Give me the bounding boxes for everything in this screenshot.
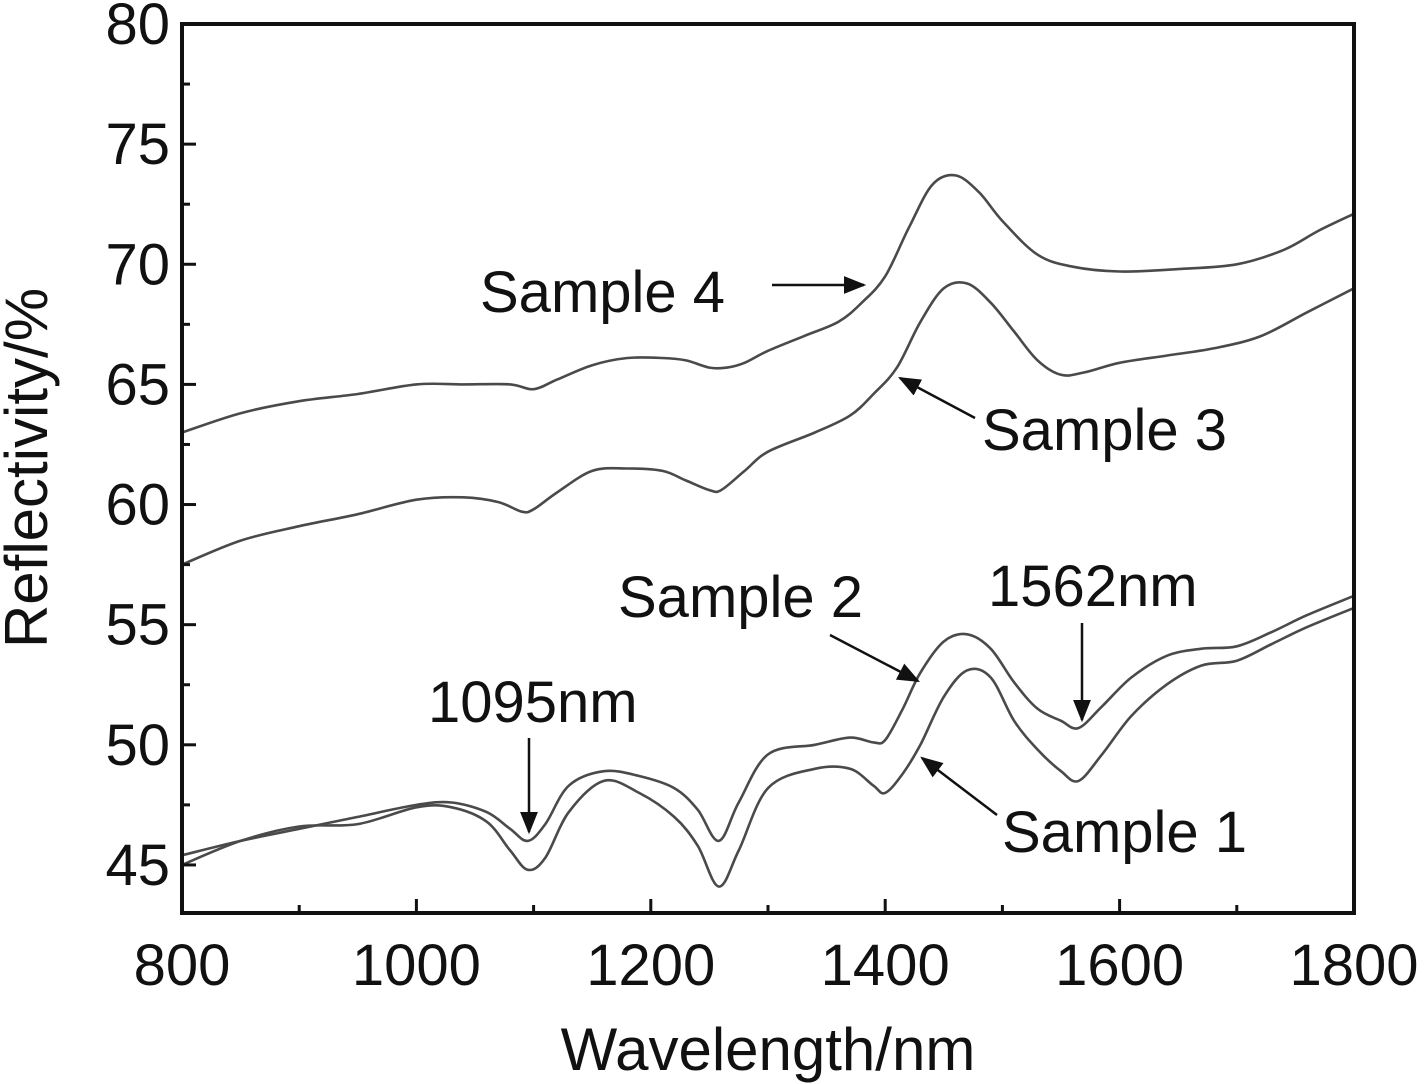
sample-1-label: Sample 1 (1002, 800, 1247, 865)
y-tick-label: 65 (105, 352, 170, 417)
x-tick-label: 1000 (352, 933, 481, 998)
x-tick-label: 1800 (1289, 933, 1418, 998)
peak-1562nm-label: 1562nm (988, 554, 1198, 619)
y-tick-label: 75 (105, 112, 170, 177)
y-tick-label: 50 (105, 713, 170, 778)
y-axis-title: Reflectivity/% (0, 288, 60, 648)
series-line-sample-3 (181, 280, 1355, 566)
x-tick-label: 800 (134, 933, 231, 998)
series-line-sample-4 (181, 173, 1355, 434)
sample-2-arrow (829, 633, 920, 683)
x-tick-label: 1200 (586, 933, 715, 998)
series-line-sample-2 (181, 594, 1355, 857)
x-axis-ticks: 800 1000 1200 1400 1600 1800 (134, 899, 1419, 998)
y-tick-label: 70 (105, 232, 170, 297)
y-tick-label: 55 (105, 593, 170, 658)
sample-4-label: Sample 4 (480, 260, 725, 325)
plot-frame (180, 22, 1356, 915)
sample-3-label: Sample 3 (982, 398, 1227, 463)
peak-1095nm-label: 1095nm (428, 670, 638, 735)
sample-3-arrow (898, 376, 976, 420)
series-line-sample-1 (181, 606, 1355, 888)
series-layer (181, 173, 1355, 888)
x-tick-label: 1400 (821, 933, 950, 998)
y-tick-label: 45 (105, 833, 170, 898)
y-tick-label: 80 (105, 0, 170, 57)
y-tick-label: 60 (105, 473, 170, 538)
sample-1-arrow (920, 756, 998, 816)
x-axis-title: Wavelength/nm (561, 1016, 976, 1083)
sample-2-label: Sample 2 (618, 565, 863, 630)
y-axis-ticks: 45 50 55 60 65 70 75 80 (105, 0, 196, 898)
x-tick-label: 1600 (1055, 933, 1184, 998)
